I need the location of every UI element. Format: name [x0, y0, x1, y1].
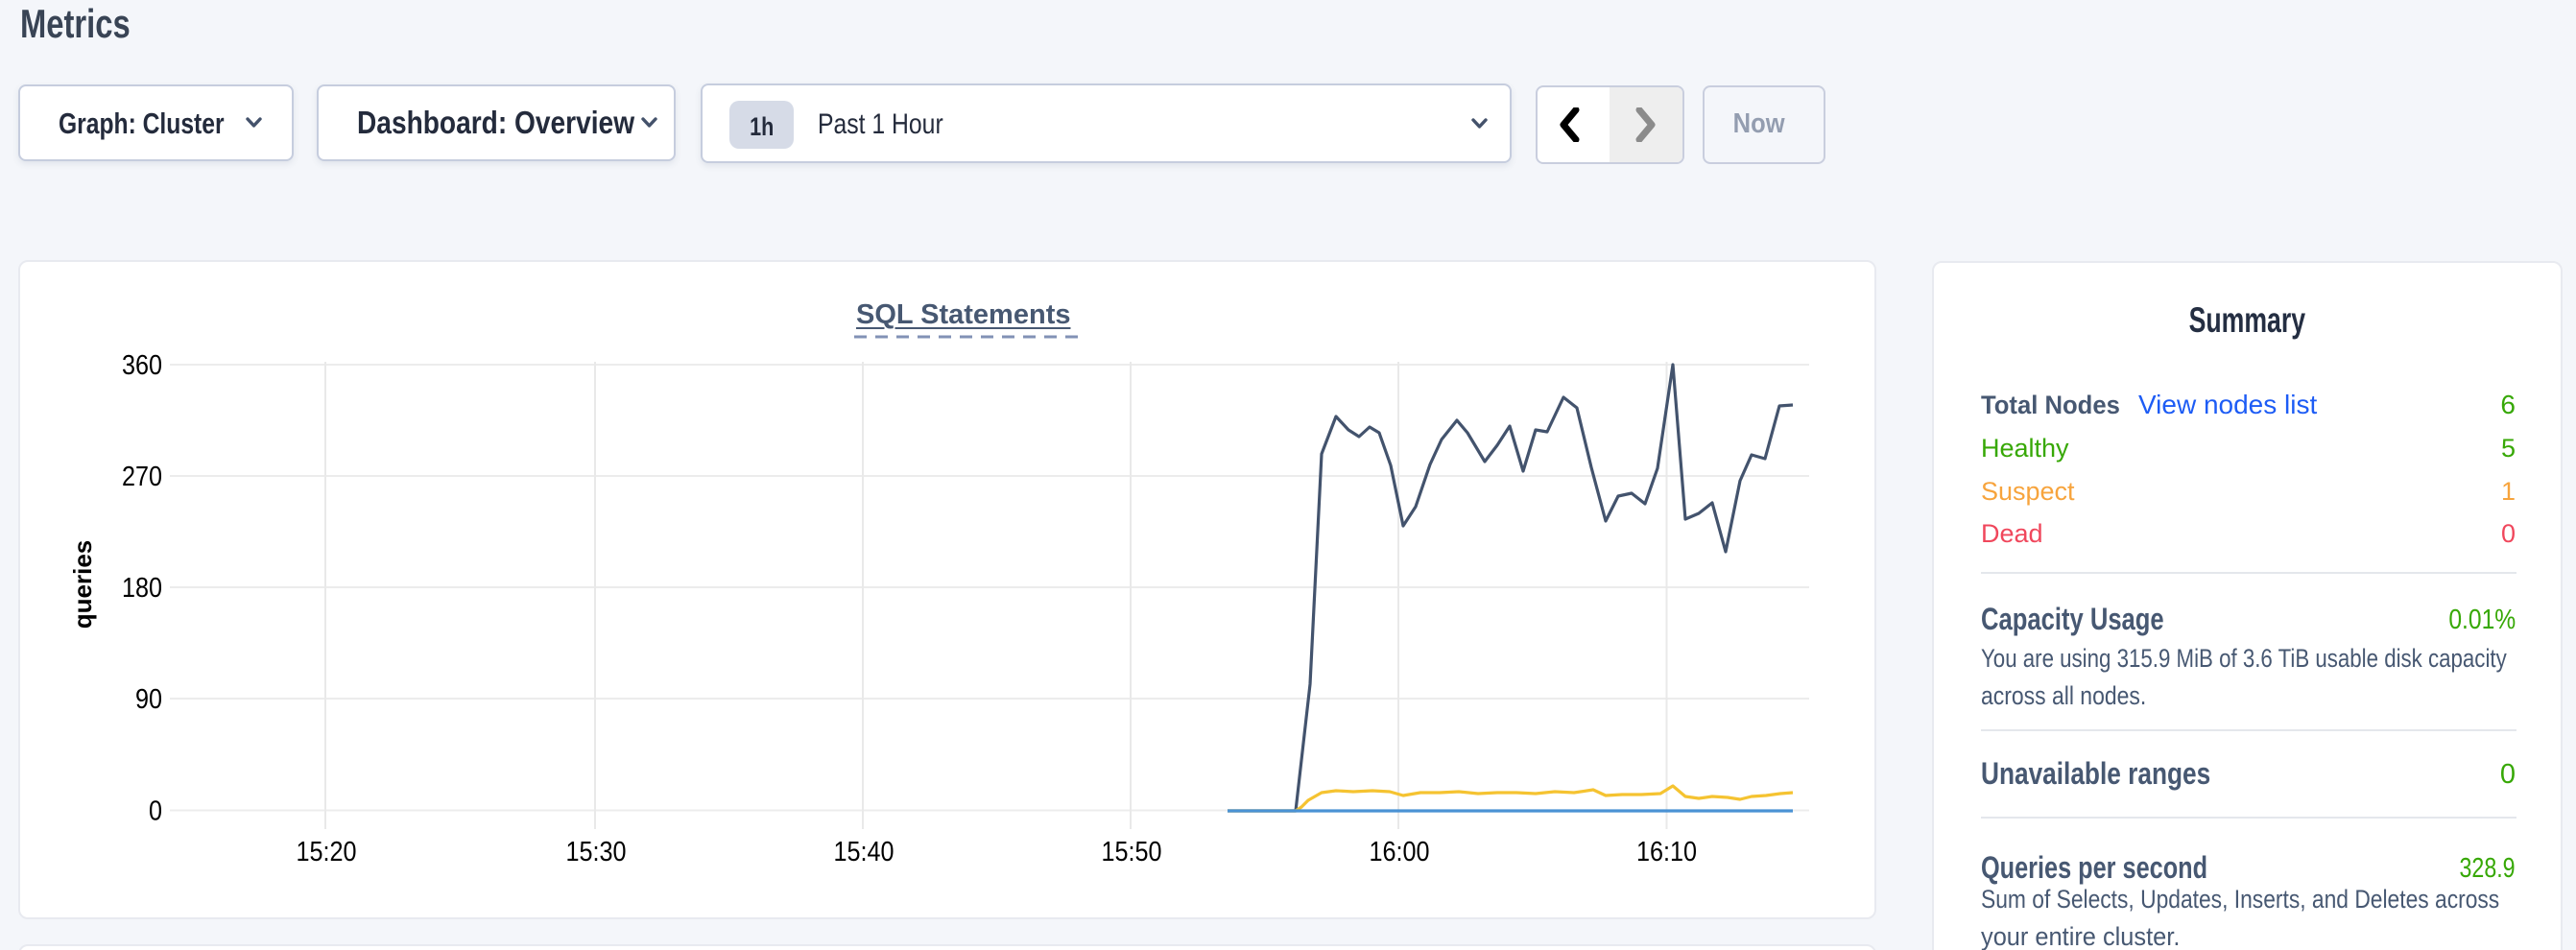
- svg-text:180: 180: [122, 573, 162, 604]
- svg-text:15:20: 15:20: [297, 837, 357, 867]
- svg-text:270: 270: [122, 462, 162, 492]
- svg-text:15:50: 15:50: [1102, 837, 1162, 867]
- svg-text:queries: queries: [68, 540, 97, 629]
- svg-text:16:00: 16:00: [1370, 837, 1430, 867]
- svg-text:15:30: 15:30: [566, 837, 627, 867]
- svg-text:360: 360: [122, 350, 162, 381]
- svg-text:15:40: 15:40: [834, 837, 894, 867]
- svg-text:0: 0: [149, 796, 162, 827]
- svg-text:90: 90: [135, 684, 162, 715]
- svg-text:16:10: 16:10: [1636, 837, 1697, 867]
